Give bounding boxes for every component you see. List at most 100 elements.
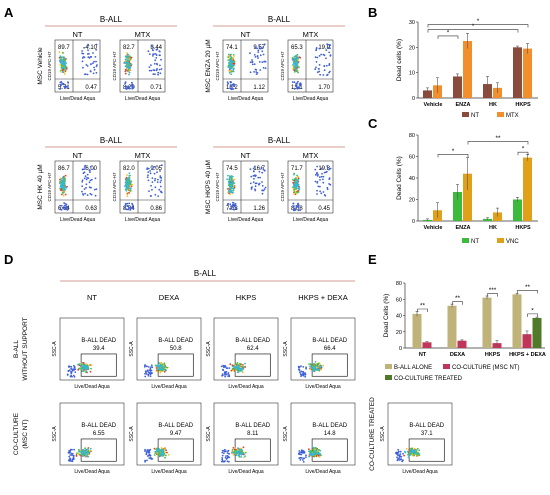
legend-swatch xyxy=(497,238,504,243)
flow-event-dot xyxy=(63,186,66,188)
flow-event-dot xyxy=(308,448,310,451)
flow-event-dot xyxy=(147,373,150,376)
flow-event-dot xyxy=(62,82,65,85)
axis-ylabel: SSC-A xyxy=(206,426,212,442)
flow-event-dot xyxy=(296,174,298,177)
flow-event-dot xyxy=(264,60,267,63)
flow-event-dot xyxy=(242,368,244,370)
flow-event-dot xyxy=(261,189,264,192)
legend-swatch xyxy=(497,112,504,117)
flow-event-dot xyxy=(235,365,238,368)
y-tick-label: 80 xyxy=(396,281,402,287)
y-tick-label: 0 xyxy=(399,346,402,352)
flow-event-dot xyxy=(163,364,166,367)
category-label: HKPS xyxy=(515,102,531,108)
flow-event-dot xyxy=(322,74,325,76)
flow-event-dot xyxy=(166,451,168,454)
gate-value: 39.4 xyxy=(93,346,105,352)
category-label: HKPS + DEXA xyxy=(509,352,546,358)
quadrant-value: 0.63 xyxy=(85,206,97,212)
flow-event-dot xyxy=(304,372,307,374)
flow-event-dot xyxy=(311,367,313,369)
gate-value: 8.11 xyxy=(247,431,259,437)
flow-event-dot xyxy=(258,44,260,46)
flow-event-dot xyxy=(160,447,163,449)
flow-event-dot xyxy=(146,365,149,368)
flow-event-dot xyxy=(71,454,73,457)
flow-event-dot xyxy=(148,53,151,55)
flow-event-dot xyxy=(60,204,63,207)
flow-event-dot xyxy=(150,184,152,187)
flow-event-dot xyxy=(299,371,301,374)
flow-event-dot xyxy=(68,365,71,368)
flow-event-dot xyxy=(297,202,299,205)
flow-event-dot xyxy=(127,186,130,188)
flow-event-dot xyxy=(159,72,162,75)
flow-event-dot xyxy=(82,66,84,69)
flow-event-dot xyxy=(315,48,318,50)
flow-event-dot xyxy=(261,184,264,187)
flow-event-dot xyxy=(319,185,321,188)
flow-event-dot xyxy=(325,57,327,60)
flow-event-dot xyxy=(86,453,89,455)
flow-event-dot xyxy=(298,450,301,452)
quadrant-value: 82.7 xyxy=(123,45,135,51)
flow-event-dot xyxy=(144,450,146,452)
flow-event-dot xyxy=(293,57,296,60)
flow-event-dot xyxy=(314,68,317,71)
flow-event-dot xyxy=(229,84,232,86)
legend-label: CO-CULTURE TREATED xyxy=(394,376,463,382)
flow-event-dot xyxy=(59,208,61,211)
flow-event-dot xyxy=(96,64,98,66)
flow-event-dot xyxy=(414,453,417,455)
flow-event-dot xyxy=(63,71,66,73)
flow-event-dot xyxy=(254,46,257,49)
flow-event-dot xyxy=(81,57,84,59)
flow-event-dot xyxy=(328,51,331,54)
flow-event-dot xyxy=(70,365,73,368)
flow-event-dot xyxy=(80,368,82,370)
flow-event-dot xyxy=(69,451,71,454)
flow-event-dot xyxy=(84,192,86,195)
flow-event-dot xyxy=(241,450,244,452)
flow-event-dot xyxy=(70,370,73,373)
flow-event-dot xyxy=(89,447,92,450)
legend-swatch xyxy=(462,238,469,243)
axis-ylabel: SSC-A xyxy=(283,426,289,442)
panel-letter-c: C xyxy=(368,116,378,131)
dead-gate xyxy=(311,438,348,462)
flow-event-dot xyxy=(59,59,62,62)
flow-event-dot xyxy=(81,185,84,188)
flow-event-dot xyxy=(162,450,165,453)
flow-event-dot xyxy=(231,175,234,178)
flow-event-dot xyxy=(166,366,169,369)
column-label: HKPS xyxy=(236,293,256,302)
flow-event-dot xyxy=(83,168,86,171)
flow-event-dot xyxy=(81,367,84,370)
flow-event-dot xyxy=(320,175,323,178)
flow-event-dot xyxy=(83,166,86,168)
flow-event-dot xyxy=(230,88,233,91)
flow-event-dot xyxy=(236,362,239,364)
flow-event-dot xyxy=(127,66,130,69)
flow-event-dot xyxy=(291,57,294,59)
flow-event-dot xyxy=(313,455,316,458)
flow-event-dot xyxy=(328,63,331,65)
flow-event-dot xyxy=(128,175,131,177)
flow-event-dot xyxy=(94,194,97,197)
flow-event-dot xyxy=(227,202,230,205)
gate-value: 37.1 xyxy=(421,431,433,437)
significance-bracket xyxy=(487,293,498,297)
flow-event-dot xyxy=(298,368,301,371)
group-label: B-ALL xyxy=(268,136,291,145)
flow-event-dot xyxy=(302,451,304,453)
flow-event-dot xyxy=(297,184,299,187)
flow-event-dot xyxy=(237,454,240,457)
axis-xlabel: Live/Dead Aqua xyxy=(60,96,96,102)
axis-xlabel: Live/Dead Aqua xyxy=(151,384,187,390)
flow-event-dot xyxy=(253,63,256,65)
flow-event-dot xyxy=(167,454,170,456)
flow-event-dot xyxy=(144,448,147,451)
flow-event-dot xyxy=(228,456,231,459)
flow-event-dot xyxy=(64,206,67,209)
